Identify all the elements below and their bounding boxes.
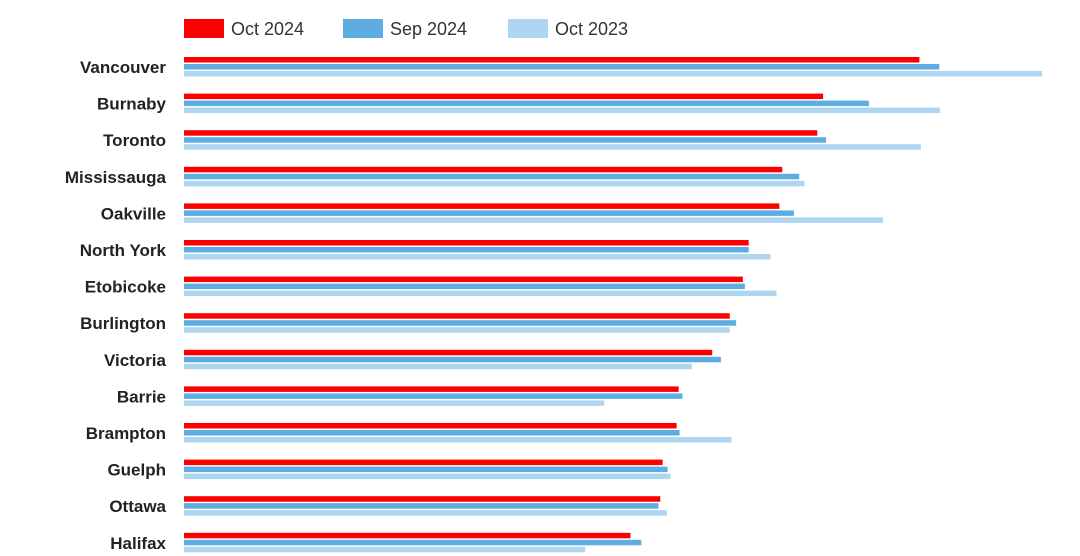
category-label: Mississauga (65, 168, 167, 187)
bar (184, 247, 749, 253)
bar (184, 180, 805, 187)
bar (184, 430, 680, 436)
category-label: Oakville (101, 204, 166, 223)
bar (184, 313, 730, 319)
category-label: Victoria (104, 351, 167, 370)
category-label: Toronto (103, 131, 166, 150)
bar (184, 144, 921, 150)
bar (184, 283, 745, 290)
bar (184, 363, 692, 370)
category-label: Burnaby (97, 95, 167, 114)
bar (184, 240, 749, 246)
legend-label-1: Oct 2024 (231, 19, 304, 39)
bar (184, 71, 1042, 77)
bar (184, 473, 671, 480)
category-label: Ottawa (109, 497, 166, 516)
bar (184, 64, 940, 70)
bar (184, 546, 586, 553)
bar (184, 320, 737, 326)
bar (184, 423, 677, 429)
bar (184, 100, 869, 107)
bar (184, 393, 683, 399)
bar (184, 349, 713, 356)
legend-swatch-3 (508, 19, 548, 38)
bar (184, 510, 667, 516)
bar (184, 137, 827, 143)
category-label: Halifax (110, 534, 166, 553)
legend-label-3: Oct 2023 (555, 19, 628, 39)
category-label: Guelph (107, 461, 166, 480)
category-label: Etobicoke (85, 278, 166, 297)
bars (184, 57, 1042, 553)
category-label: Vancouver (80, 58, 166, 77)
legend-swatch-2 (343, 19, 383, 38)
bar (184, 254, 771, 260)
category-label: Brampton (86, 424, 166, 443)
bar (184, 166, 783, 173)
bar (184, 437, 732, 443)
bar (184, 503, 659, 509)
bar (184, 532, 631, 539)
bar (184, 210, 794, 216)
legend-swatch-1 (184, 19, 224, 38)
bar (184, 539, 642, 546)
bar (184, 466, 668, 473)
category-label: Burlington (80, 314, 166, 333)
bar (184, 93, 824, 100)
category-label: North York (80, 241, 167, 260)
bar (184, 327, 730, 333)
bar (184, 459, 663, 466)
category-label: Barrie (117, 387, 166, 406)
legend: Oct 2024 Sep 2024 Oct 2023 (184, 19, 628, 39)
bar (184, 107, 940, 114)
category-labels: Vancouver Burnaby Toronto Mississauga Oakvil… (65, 58, 167, 553)
legend-label-2: Sep 2024 (390, 19, 467, 39)
bar (184, 203, 780, 209)
bar (184, 496, 661, 502)
bar (184, 173, 800, 180)
bar (184, 276, 743, 283)
bar (184, 356, 721, 363)
bar (184, 217, 883, 223)
bar (184, 130, 818, 136)
bar (184, 386, 679, 392)
bar (184, 400, 605, 406)
bar (184, 57, 920, 63)
bar (184, 290, 777, 297)
